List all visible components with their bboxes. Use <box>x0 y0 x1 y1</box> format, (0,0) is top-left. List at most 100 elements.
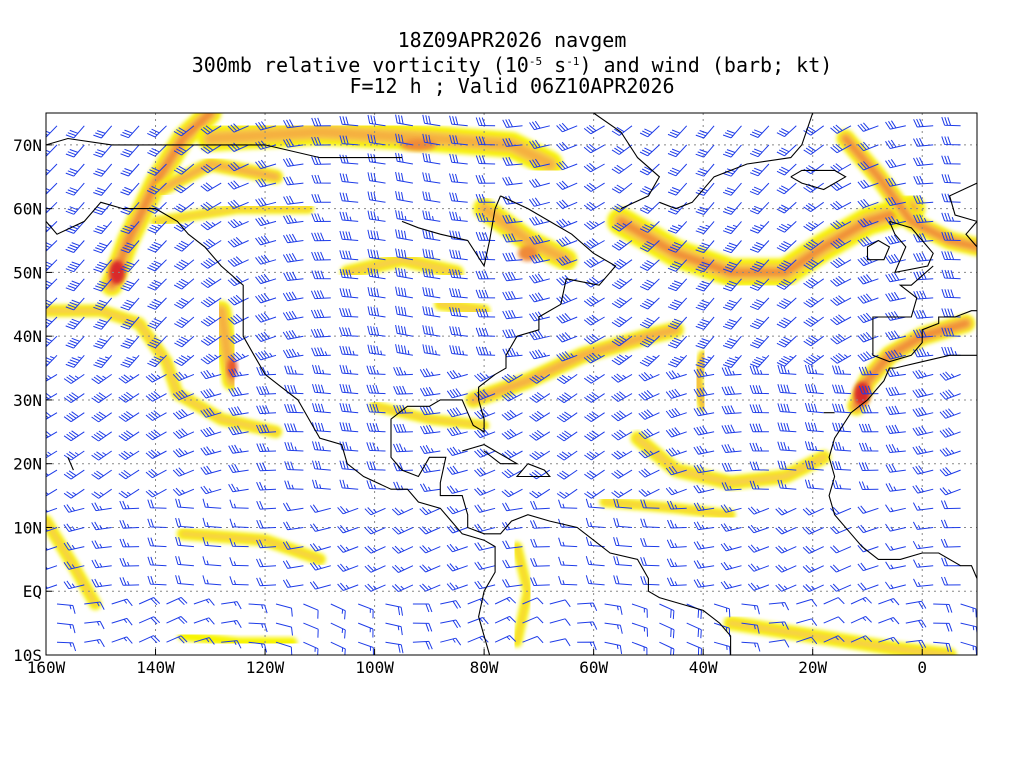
wind-barb <box>502 290 523 301</box>
wind-barb <box>939 371 961 381</box>
wind-barb <box>803 316 824 327</box>
wind-barb <box>940 519 961 529</box>
wind-barb <box>695 125 715 139</box>
wind-barb <box>449 115 468 127</box>
wind-barb <box>933 641 952 653</box>
wind-barb <box>556 332 578 343</box>
wind-barb <box>768 602 790 611</box>
wind-barb <box>339 230 359 241</box>
wind-barb <box>393 366 413 376</box>
wind-barb <box>119 538 140 548</box>
wind-barb <box>494 635 517 643</box>
wind-barb <box>255 235 277 246</box>
wind-barb <box>693 406 715 417</box>
wind-barb <box>611 335 633 347</box>
wind-barb <box>65 354 85 368</box>
wind-barb <box>256 500 277 510</box>
wind-barb <box>611 125 633 136</box>
wind-barb <box>528 292 550 303</box>
wind-barb <box>282 560 304 569</box>
wind-barb <box>65 335 85 349</box>
wind-barb <box>775 545 797 554</box>
wind-barb <box>686 641 702 655</box>
wind-barb <box>275 641 293 655</box>
title-exponent: -5 <box>528 55 543 68</box>
wind-barb <box>584 469 605 480</box>
wind-barb <box>529 430 551 441</box>
wind-barb <box>528 178 550 188</box>
wind-barb <box>747 563 770 572</box>
cuba-coast <box>462 444 520 465</box>
scandinavia-coast <box>948 182 977 248</box>
wind-barb <box>255 197 277 207</box>
wind-barb <box>93 354 113 369</box>
wind-barb <box>46 240 58 252</box>
vorticity-max <box>517 245 538 262</box>
wind-barb <box>446 563 468 572</box>
wind-barb <box>885 234 906 245</box>
wind-barb <box>303 622 319 638</box>
wind-barb <box>367 287 386 299</box>
wind-barb <box>885 291 906 302</box>
wind-barb <box>147 499 167 509</box>
wind-barb <box>939 389 961 400</box>
wind-barb <box>913 578 934 587</box>
lon-label: 140W <box>136 658 175 677</box>
wind-barb <box>830 545 852 554</box>
wind-barb <box>193 598 215 606</box>
wind-barb <box>339 327 359 337</box>
wind-barb <box>449 192 468 203</box>
wind-barb <box>777 403 797 414</box>
wind-barb <box>256 481 277 491</box>
wind-barb <box>741 641 761 652</box>
wind-barb <box>802 507 824 516</box>
wind-barb <box>221 640 242 649</box>
wind-barb <box>857 293 879 304</box>
wind-barb <box>120 354 140 368</box>
title-model-run: 18Z09APR2026 navgem <box>397 28 627 52</box>
wind-barb <box>200 485 222 495</box>
wind-barb <box>65 182 85 196</box>
wind-barb <box>640 499 660 509</box>
wind-barb <box>330 641 346 655</box>
wind-barb <box>147 556 167 567</box>
wind-barb <box>93 335 113 349</box>
wind-barb <box>722 221 742 235</box>
wind-barb <box>611 239 633 251</box>
wind-barb <box>804 402 824 414</box>
wind-barb <box>145 429 167 441</box>
wind-barb <box>913 233 934 243</box>
wind-barb <box>309 581 331 590</box>
wind-barb <box>529 158 550 168</box>
wind-barb <box>56 622 76 634</box>
wind-barb <box>93 163 113 177</box>
wind-barb <box>228 425 249 436</box>
wind-barb <box>858 442 879 452</box>
wind-barb <box>422 286 441 299</box>
wind-barb <box>529 520 550 529</box>
wind-barb <box>830 238 852 249</box>
vorticity-band <box>843 136 977 249</box>
wind-barb <box>449 153 468 165</box>
wind-barb <box>46 469 58 478</box>
wind-barb <box>721 482 742 491</box>
wind-barb <box>884 581 906 590</box>
wind-barb <box>749 316 770 330</box>
wind-barb <box>905 639 927 649</box>
wind-barb <box>173 259 195 271</box>
wind-barb <box>63 488 85 499</box>
wind-barb <box>63 373 85 384</box>
wind-barb <box>941 576 961 586</box>
wind-barb <box>611 373 633 383</box>
hawaii-islands <box>67 457 74 471</box>
wind-barb <box>878 598 900 606</box>
wind-barb <box>613 498 633 509</box>
wind-barb <box>502 559 523 569</box>
wind-barb <box>422 152 441 165</box>
wind-barb <box>693 560 715 569</box>
lon-label: 40W <box>689 658 718 677</box>
wind-barb <box>391 507 414 516</box>
wind-barb <box>749 404 769 414</box>
wind-barb <box>558 556 578 567</box>
